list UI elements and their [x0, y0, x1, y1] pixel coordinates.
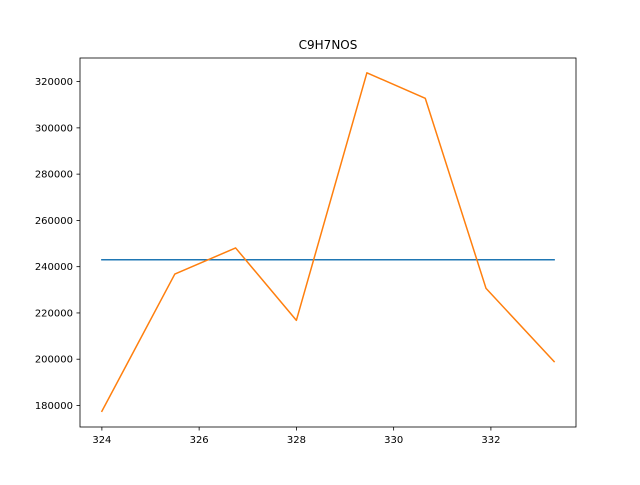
y-tick-label: 260000 [35, 216, 73, 227]
y-tick-label: 220000 [35, 308, 73, 319]
y-tick-label: 180000 [35, 401, 73, 412]
x-tick-label: 326 [190, 435, 209, 446]
chart-title: C9H7NOS [299, 38, 358, 52]
plot-frame [79, 57, 577, 428]
series-line-1 [100, 72, 556, 413]
y-tick-label: 320000 [35, 77, 73, 88]
x-tick-label: 324 [92, 435, 111, 446]
y-tick-label: 300000 [35, 123, 73, 134]
x-tick-label: 330 [384, 435, 403, 446]
x-tick-label: 328 [287, 435, 306, 446]
y-tick-label: 280000 [35, 170, 73, 181]
y-tick-label: 240000 [35, 262, 73, 273]
y-tick-label: 200000 [35, 355, 73, 366]
x-tick-label: 332 [481, 435, 500, 446]
plot-area: 324 326 328 330 332 180000 200000 220000 240000 2… [35, 57, 577, 446]
